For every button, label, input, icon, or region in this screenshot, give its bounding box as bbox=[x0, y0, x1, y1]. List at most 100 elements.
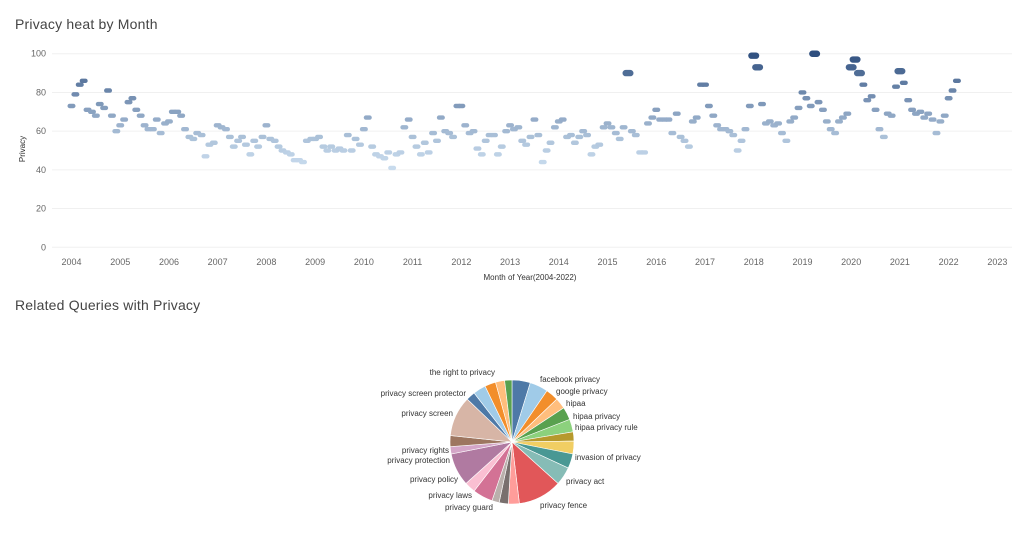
scatter-point bbox=[729, 132, 738, 138]
scatter-point bbox=[758, 101, 767, 107]
scatter-point bbox=[676, 134, 685, 140]
scatter-point bbox=[71, 92, 80, 97]
scatter-point bbox=[643, 121, 652, 126]
scatter-point bbox=[611, 130, 620, 136]
pie-slice-label: invasion of privacy bbox=[575, 453, 641, 462]
scatter-point bbox=[928, 117, 937, 122]
scatter-point bbox=[737, 138, 746, 144]
scatter-point bbox=[741, 127, 750, 132]
scatter-point bbox=[343, 132, 352, 138]
x-tick-label: 2006 bbox=[159, 257, 179, 267]
scatter-point bbox=[238, 134, 247, 140]
scatter-point bbox=[583, 132, 592, 138]
scatter-point bbox=[725, 128, 734, 134]
x-tick-label: 2005 bbox=[110, 257, 130, 267]
scatter-point bbox=[713, 123, 722, 128]
scatter-point bbox=[461, 123, 470, 128]
scatter-point bbox=[709, 113, 718, 118]
scatter-point bbox=[806, 103, 815, 109]
scatter-point bbox=[416, 152, 425, 157]
scatter-point bbox=[189, 136, 198, 142]
scatter-point bbox=[579, 128, 588, 134]
scatter-point bbox=[668, 130, 677, 136]
scatter-point bbox=[640, 150, 649, 155]
scatter-point bbox=[595, 142, 604, 147]
scatter-x-ticks: 2004 2005 2006 2007 2008 2009 2010 2011 2012 2013… bbox=[61, 257, 1007, 267]
scatter-point bbox=[899, 80, 908, 85]
y-tick-label: 60 bbox=[36, 126, 46, 136]
scatter-point bbox=[148, 127, 157, 132]
scatter-point bbox=[546, 140, 555, 145]
scatter-point bbox=[615, 136, 624, 142]
scatter-point bbox=[652, 107, 661, 113]
y-tick-label: 20 bbox=[36, 204, 46, 214]
scatter-point bbox=[538, 159, 547, 165]
scatter-point bbox=[506, 123, 515, 128]
pie-slice-label: privacy laws bbox=[428, 491, 472, 500]
x-tick-label: 2018 bbox=[744, 257, 764, 267]
scatter-point bbox=[831, 130, 840, 136]
scatter-point bbox=[100, 105, 109, 111]
x-tick-label: 2020 bbox=[841, 257, 861, 267]
scatter-point bbox=[286, 152, 295, 157]
scatter-point bbox=[87, 109, 96, 114]
scatter-point bbox=[952, 78, 961, 84]
scatter-gridlines bbox=[52, 53, 1012, 248]
scatter-point bbox=[156, 130, 165, 136]
y-tick-label: 100 bbox=[31, 49, 46, 59]
pie-slice-label: privacy guard bbox=[445, 503, 493, 512]
scatter-point bbox=[420, 140, 429, 145]
scatter-point bbox=[558, 117, 567, 122]
scatter-point bbox=[814, 99, 823, 105]
scatter-point bbox=[75, 82, 84, 87]
scatter-point bbox=[132, 107, 141, 113]
scatter-point bbox=[887, 113, 896, 118]
scatter-point bbox=[469, 128, 478, 134]
scatter-point bbox=[845, 64, 857, 71]
scatter-point bbox=[181, 127, 190, 132]
pie-slice-label: the right to privacy bbox=[430, 368, 495, 377]
scatter-point bbox=[473, 146, 482, 151]
scatter-point bbox=[457, 103, 466, 109]
scatter-point bbox=[619, 125, 628, 130]
scatter-point bbox=[493, 152, 502, 157]
x-tick-label: 2014 bbox=[549, 257, 569, 267]
scatter-point bbox=[518, 138, 527, 144]
scatter-point bbox=[136, 113, 145, 118]
scatter-point bbox=[449, 134, 458, 140]
scatter-point bbox=[445, 130, 454, 136]
scatter-point bbox=[67, 103, 76, 109]
scatter-point bbox=[802, 96, 811, 101]
scatter-point bbox=[680, 138, 689, 144]
scatter-point bbox=[347, 148, 356, 153]
scatter-point bbox=[95, 101, 104, 107]
scatter-point bbox=[246, 152, 255, 157]
scatter-point bbox=[550, 125, 559, 130]
scatter-point bbox=[258, 134, 267, 140]
pie-slice bbox=[504, 379, 513, 443]
scatter-point bbox=[339, 148, 348, 153]
scatter-point bbox=[692, 115, 701, 120]
scatter-point bbox=[835, 119, 844, 124]
pie-chart-title: Related Queries with Privacy bbox=[15, 297, 201, 313]
x-tick-label: 2011 bbox=[403, 257, 422, 267]
scatter-point bbox=[530, 117, 539, 122]
scatter-point bbox=[489, 132, 498, 138]
scatter-point bbox=[940, 113, 949, 118]
scatter-point bbox=[274, 144, 283, 149]
scatter-point bbox=[908, 107, 917, 113]
scatter-point bbox=[234, 138, 243, 144]
scatter-point bbox=[315, 134, 324, 140]
scatter-point bbox=[570, 140, 579, 145]
scatter-point bbox=[128, 96, 137, 101]
scatter-point bbox=[631, 132, 640, 138]
scatter-point bbox=[542, 148, 551, 153]
scatter-point bbox=[672, 111, 681, 116]
x-tick-label: 2017 bbox=[695, 257, 715, 267]
scatter-point bbox=[497, 144, 506, 149]
scatter-point bbox=[627, 128, 636, 134]
pie-slice-label: privacy screen protector bbox=[381, 389, 467, 398]
scatter-points bbox=[67, 50, 961, 171]
scatter-point bbox=[351, 136, 360, 142]
